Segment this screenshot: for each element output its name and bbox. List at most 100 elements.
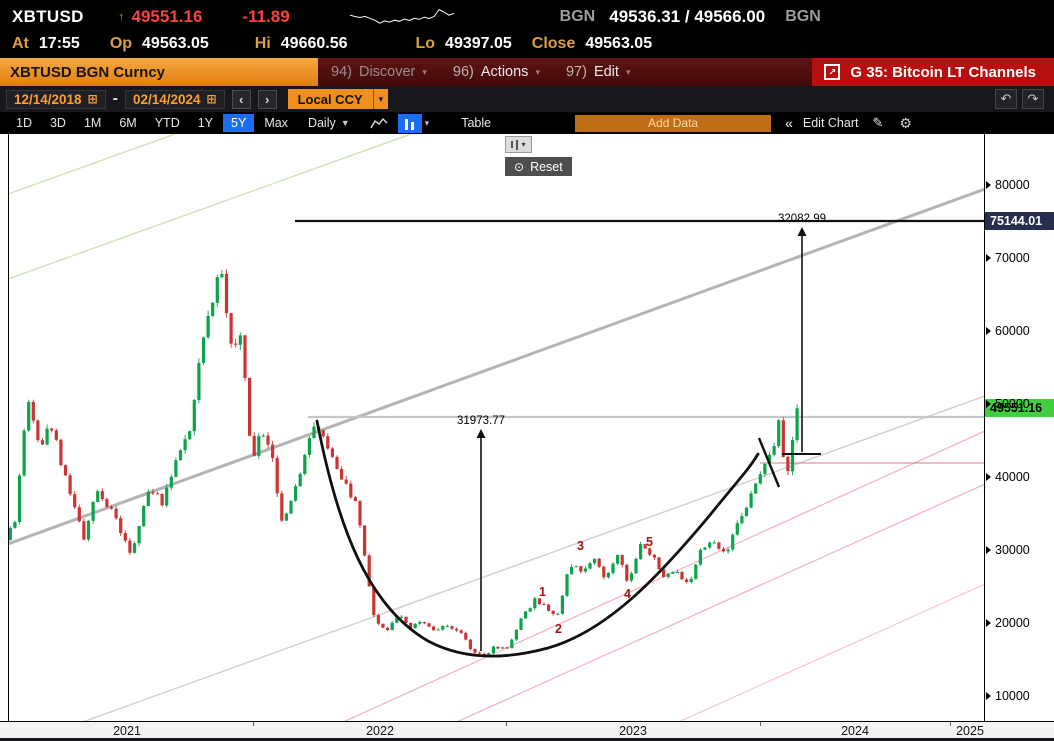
end-date-field[interactable]: 02/14/2024 ⊞ (124, 89, 225, 109)
menu-discover-label: Discover (358, 64, 416, 80)
intraday-sparkline (349, 8, 454, 24)
undo-icon[interactable]: ↶ (995, 89, 1017, 109)
chevron-down-icon: ▼ (340, 118, 350, 128)
currency-select[interactable]: Local CCY ▾ (287, 89, 389, 109)
calendar-icon: ⊞ (206, 92, 217, 106)
redo-icon[interactable]: ↷ (1022, 89, 1044, 109)
x-axis-tick (760, 722, 761, 726)
svg-text:5: 5 (646, 535, 653, 549)
frequency-label: Daily (307, 116, 336, 130)
shift-range-forward-button[interactable]: › (257, 89, 277, 109)
svg-text:2: 2 (555, 622, 562, 636)
chevron-down-icon: ▾ (521, 140, 526, 149)
add-data-input[interactable] (575, 114, 772, 132)
y-axis-label: 50000 (986, 397, 1030, 411)
stat-low: Lo 49397.05 (415, 34, 512, 52)
y-axis-label: 10000 (986, 689, 1030, 703)
edit-chart-button[interactable]: Edit Chart (802, 116, 859, 130)
period-button-Max[interactable]: Max (264, 116, 288, 130)
svg-text:1: 1 (539, 585, 546, 599)
security-symbol: XBTUSD (12, 6, 84, 26)
y-axis-label: 30000 (986, 543, 1030, 557)
x-axis-label: 2024 (841, 724, 869, 738)
chevron-down-icon: ▾ (372, 89, 389, 109)
target-price-badge: 75144.01 (985, 212, 1054, 230)
x-axis-label: 2023 (619, 724, 647, 738)
x-axis-label: 2022 (366, 724, 394, 738)
chevron-down-icon[interactable]: ▾ (424, 117, 430, 128)
start-date-field[interactable]: 12/14/2018 ⊞ (6, 89, 106, 109)
menu-actions-label: Actions (480, 64, 529, 80)
reset-zoom-button[interactable]: ⊙ Reset (505, 157, 572, 176)
last-price-badge: 49551.16 (985, 399, 1054, 418)
reset-zoom-icon: ⊙ (514, 159, 525, 174)
y-axis-label: 40000 (986, 470, 1030, 484)
x-axis-label: 2021 (113, 724, 141, 738)
menu-actions[interactable]: 96) Actions ▾ (440, 58, 553, 86)
period-button-3D[interactable]: 3D (49, 116, 66, 130)
ticker-bar: XBTUSD ↑ 49551.16 -11.89 BGN 49536.31 / … (0, 0, 1054, 58)
svg-text:3: 3 (577, 539, 584, 553)
x-axis-tick (950, 722, 951, 726)
zoom-preset-dropdown[interactable]: ▾ (505, 136, 532, 153)
start-date-value: 12/14/2018 (14, 91, 82, 107)
svg-text:31973.77: 31973.77 (457, 415, 505, 427)
chart-title: G 35: Bitcoin LT Channels (850, 63, 1036, 81)
menu-discover-number: 94) (331, 64, 352, 80)
candle-icon (411, 121, 415, 130)
svg-text:32082.99: 32082.99 (778, 213, 826, 225)
reset-zoom-label: Reset (530, 159, 563, 174)
stat-at: At 17:55 (12, 34, 80, 52)
y-axis-label: 80000 (986, 178, 1030, 192)
period-button-YTD[interactable]: YTD (154, 116, 180, 130)
shift-range-back-button[interactable]: ‹ (231, 89, 251, 109)
launch-icon[interactable]: ↗ (824, 64, 841, 80)
last-price: 49551.16 (131, 6, 203, 26)
period-button-1D[interactable]: 1D (16, 116, 32, 130)
x-axis-label: 2025 (956, 724, 984, 738)
stat-close: Close 49563.05 (531, 34, 653, 52)
period-button-1Y[interactable]: 1Y (197, 116, 214, 130)
tick-up-arrow-icon: ↑ (118, 9, 125, 24)
collapse-panel-button[interactable]: « (785, 115, 793, 131)
annotate-pencil-icon[interactable]: ✎ (872, 115, 884, 130)
svg-text:4: 4 (624, 587, 631, 601)
chevron-down-icon: ▾ (535, 66, 540, 77)
mini-chart-icon (516, 139, 519, 150)
price-plot[interactable]: 31973.77 32082.99 1 2 3 4 5 (8, 134, 985, 721)
menu-bar: XBTUSD BGN Curncy 94) Discover ▾ 96) Act… (0, 58, 1054, 86)
frequency-select[interactable]: Daily ▼ (308, 116, 350, 130)
chevron-down-icon: ▾ (625, 66, 631, 77)
candle-chart-button[interactable] (397, 113, 422, 133)
history-controls: ↶ ↷ (995, 89, 1044, 109)
menu-edit-number: 97) (565, 64, 587, 80)
bid-source-label: BGN (559, 7, 596, 25)
table-button[interactable]: Table (461, 116, 492, 130)
calendar-icon: ⊞ (87, 92, 98, 106)
ask-source-label: BGN (785, 7, 821, 25)
x-axis: 2021 2022 2023 2024 2025 (0, 721, 1054, 741)
stat-high: Hi 49660.56 (254, 34, 348, 52)
settings-gear-icon[interactable]: ⚙ (899, 114, 912, 131)
y-axis-label: 70000 (986, 251, 1030, 265)
price-change: -11.89 (242, 6, 290, 26)
period-buttons: 1D 3D 1M 6M YTD 1Y 5Y Max (8, 114, 298, 132)
date-range-bar: 12/14/2018 ⊞ - 02/14/2024 ⊞ ‹ › Local CC… (0, 86, 1054, 112)
y-axis-label: 20000 (986, 616, 1030, 630)
line-chart-icon[interactable] (370, 117, 388, 130)
chart-area: 31973.77 32082.99 1 2 3 4 5 ▾ ⊙ Reset 75144.01… (0, 134, 1054, 741)
period-button-5Y[interactable]: 5Y (223, 114, 255, 132)
period-button-1M[interactable]: 1M (83, 116, 102, 130)
menu-discover[interactable]: 94) Discover ▾ (318, 58, 440, 86)
currency-select-label: Local CCY (287, 89, 373, 109)
security-tab[interactable]: XBTUSD BGN Curncy (0, 58, 318, 86)
period-button-6M[interactable]: 6M (119, 116, 137, 130)
menu-edit-label: Edit (593, 64, 619, 80)
chart-toolbar: 1D 3D 1M 6M YTD 1Y 5Y Max Daily ▼ ▾ Table « Edi… (0, 112, 1054, 134)
end-date-value: 02/14/2024 (132, 91, 201, 107)
chevron-down-icon: ▾ (422, 66, 427, 77)
menu-edit[interactable]: 97) Edit ▾ (553, 58, 644, 86)
bid-ask-values: 49536.31 / 49566.00 (609, 6, 766, 26)
chart-title-block: ↗ G 35: Bitcoin LT Channels (812, 58, 1054, 86)
